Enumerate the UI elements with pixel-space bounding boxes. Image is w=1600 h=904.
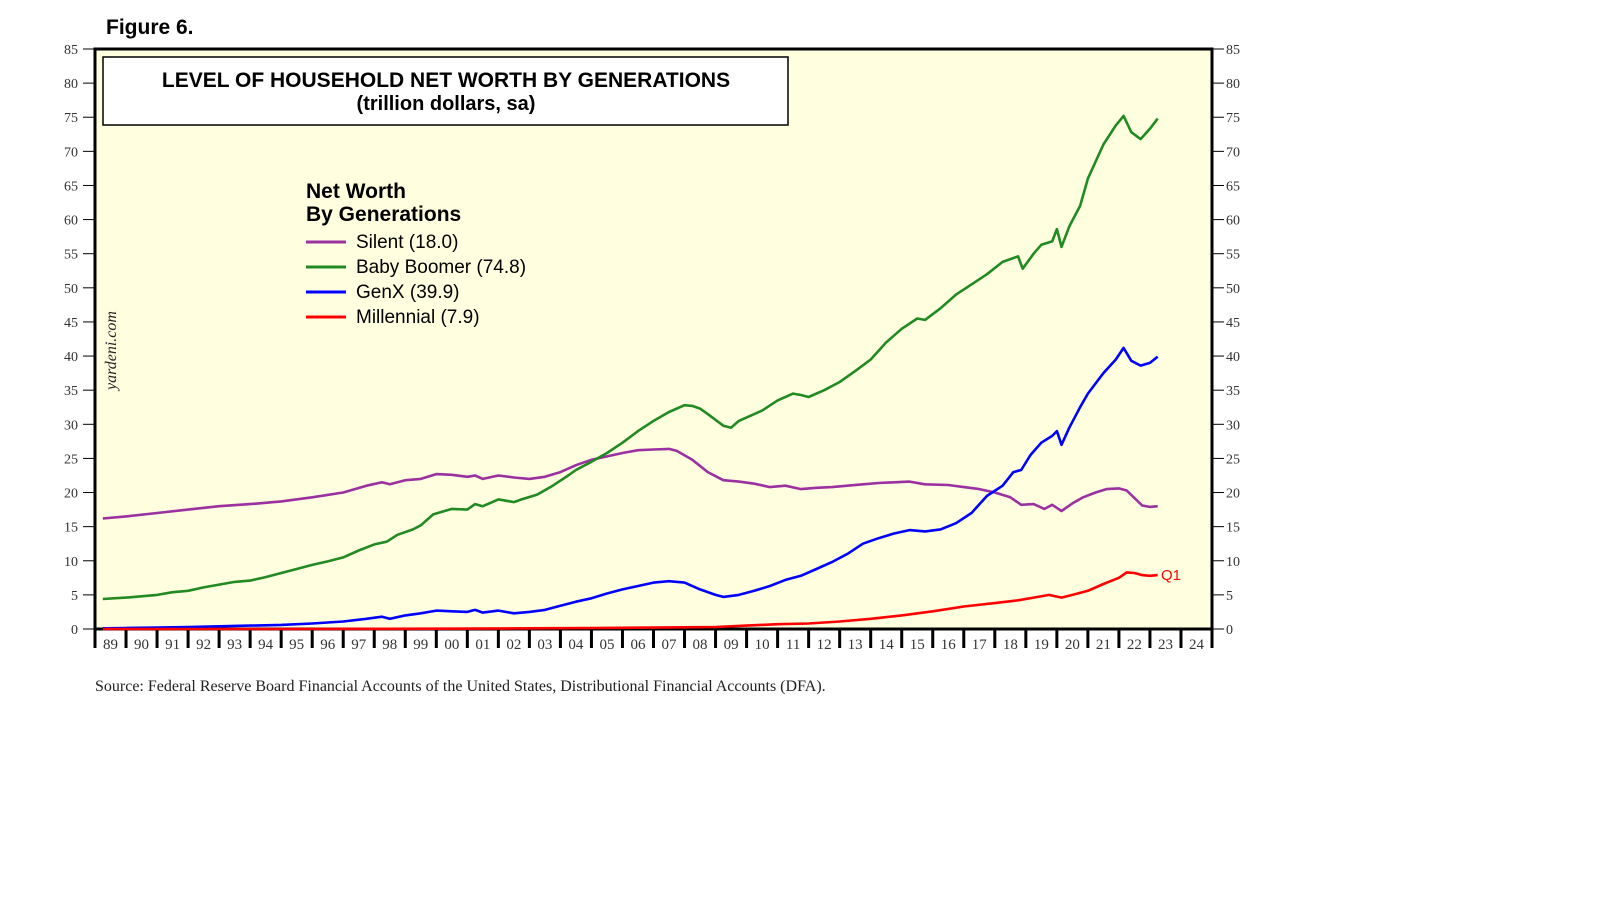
series-line-genx [102,346,1159,630]
legend-title-line2: By Generations [306,203,461,226]
y-tick-label-left: 20 [64,487,78,502]
x-tick-label: 18 [1003,637,1018,653]
y-tick-label-right: 80 [1226,77,1240,92]
legend: Net Worth By Generations Silent (18.0) Ba… [306,180,526,328]
brand-watermark: yardeni.com [103,311,120,392]
y-tick-label-right: 50 [1226,282,1240,297]
y-tick-label-left: 75 [64,111,78,126]
chart-subtitle: (trillion dollars, sa) [357,93,536,115]
y-tick-label-left: 60 [64,214,78,229]
x-tick-label: 97 [351,637,367,653]
x-tick-label: 99 [413,637,428,653]
chart-title: LEVEL OF HOUSEHOLD NET WORTH BY GENERATI… [162,69,730,92]
y-tick-label-right: 10 [1226,555,1240,570]
y-tick-label-right: 85 [1226,43,1240,58]
y-tick-label-left: 0 [71,623,78,638]
x-tick-label: 24 [1189,637,1205,653]
legend-label-genx: GenX (39.9) [356,282,460,303]
x-tick-label: 03 [537,637,552,653]
x-tick-label: 13 [848,637,863,653]
x-tick-label: 05 [599,637,614,653]
y-tick-label-right: 60 [1226,214,1240,229]
y-tick-label-right: 55 [1226,248,1240,263]
x-tick-label: 06 [630,637,646,653]
y-axis-left: 0 5 10 15 20 25 30 35 40 45 50 55 60 65 70 75 80 85 [64,43,95,638]
series-line-silent [102,447,1158,520]
x-tick-label: 07 [662,637,678,653]
y-tick-label-right: 20 [1226,487,1240,502]
q1-annotation: Q1 [1161,567,1181,584]
y-tick-label-right: 70 [1226,145,1240,160]
x-tick-label: 23 [1158,637,1173,653]
x-tick-label: 95 [289,637,304,653]
series-line-millennial [102,571,1158,631]
x-tick-label: 17 [972,637,988,653]
y-tick-label-left: 15 [64,521,78,536]
source-note: Source: Federal Reserve Board Financial … [95,678,826,695]
figure-label: Figure 6. [106,16,194,39]
x-tick-label: 00 [444,637,459,653]
legend-title-line1: Net Worth [306,180,406,203]
y-tick-label-left: 45 [64,316,78,331]
y-tick-label-right: 35 [1226,384,1240,399]
legend-label-millennial: Millennial (7.9) [356,307,480,328]
y-tick-label-left: 5 [71,589,78,604]
x-tick-label: 22 [1127,637,1142,653]
y-axis-right: 0 5 10 15 20 25 30 35 40 45 50 55 60 65 70 75 80 85 [1212,43,1240,638]
x-tick-label: 94 [258,637,274,653]
legend-label-silent: Silent (18.0) [356,232,458,253]
x-tick-label: 20 [1065,637,1080,653]
series-layer [102,114,1159,631]
y-tick-label-right: 0 [1226,623,1233,638]
x-tick-label: 02 [506,637,521,653]
series-line-boomer [102,114,1159,601]
y-tick-label-left: 40 [64,350,78,365]
y-tick-label-right: 25 [1226,452,1240,467]
y-tick-label-left: 50 [64,282,78,297]
y-tick-label-right: 45 [1226,316,1240,331]
x-tick-label: 04 [568,637,584,653]
y-tick-label-right: 65 [1226,179,1240,194]
y-tick-label-left: 70 [64,145,78,160]
x-tick-label: 01 [475,637,490,653]
x-tick-label: 91 [165,637,180,653]
y-tick-label-left: 30 [64,418,78,433]
y-tick-label-right: 30 [1226,418,1240,433]
y-tick-label-left: 35 [64,384,78,399]
x-tick-label: 19 [1034,637,1049,653]
y-tick-label-left: 85 [64,43,78,58]
x-tick-label: 90 [134,637,149,653]
y-tick-label-left: 65 [64,179,78,194]
y-tick-label-right: 75 [1226,111,1240,126]
x-tick-label: 14 [879,637,895,653]
x-tick-label: 15 [910,637,925,653]
legend-label-boomer: Baby Boomer (74.8) [356,257,526,278]
x-tick-label: 89 [103,637,118,653]
x-axis: 89 90 91 92 93 94 95 96 97 98 99 00 01 02 03 04 05 06 07 08… [93,629,1214,653]
y-tick-label-right: 15 [1226,521,1240,536]
y-tick-label-right: 40 [1226,350,1240,365]
y-tick-label-left: 55 [64,248,78,263]
x-tick-label: 21 [1096,637,1111,653]
x-tick-label: 98 [382,637,397,653]
x-tick-label: 09 [724,637,739,653]
y-tick-label-left: 10 [64,555,78,570]
x-tick-label: 08 [693,637,708,653]
y-tick-label-left: 80 [64,77,78,92]
x-tick-label: 92 [196,637,211,653]
x-tick-label: 11 [786,637,800,653]
title-box [102,56,789,126]
plot-area [93,47,1214,631]
y-tick-label-right: 5 [1226,589,1233,604]
x-tick-label: 16 [941,637,957,653]
x-tick-label: 93 [227,637,242,653]
x-tick-label: 96 [320,637,336,653]
x-tick-label: 10 [755,637,770,653]
x-tick-label: 12 [817,637,832,653]
y-tick-label-left: 25 [64,452,78,467]
